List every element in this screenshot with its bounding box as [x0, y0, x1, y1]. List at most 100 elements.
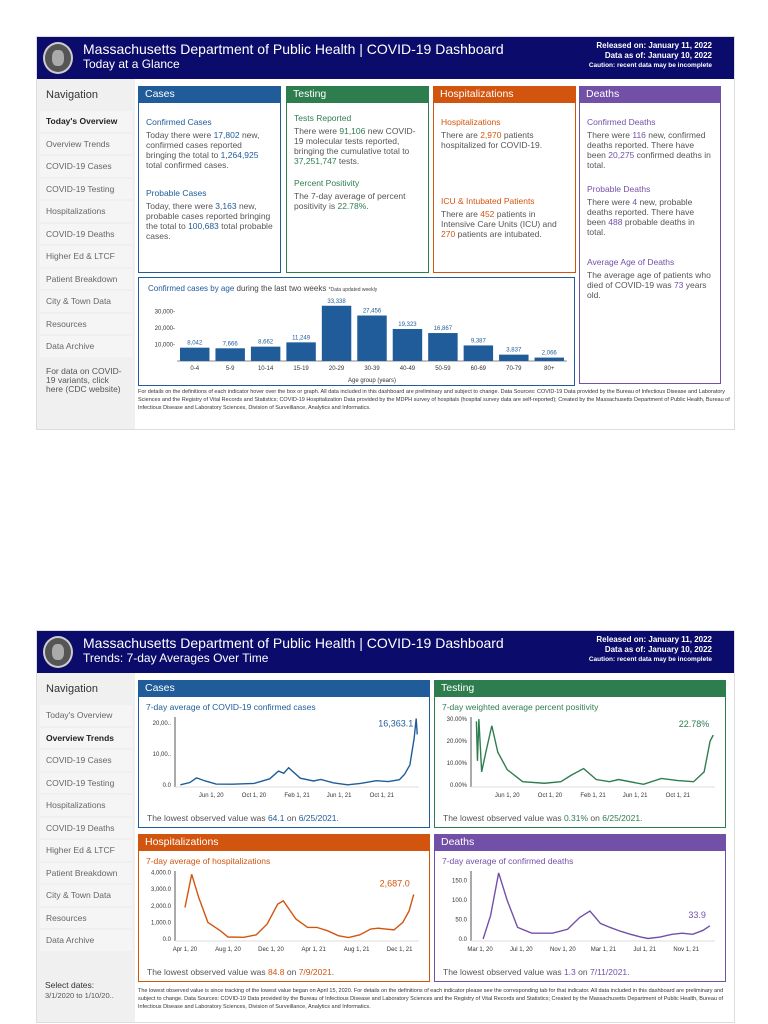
nav-resources[interactable]: Resources: [40, 907, 132, 928]
nav-data-archive[interactable]: Data Archive: [40, 336, 132, 357]
nav-covid-testing[interactable]: COVID-19 Testing: [40, 178, 132, 199]
bar-60-69: [463, 345, 494, 361]
y-tick-label: 0.0: [459, 937, 468, 943]
nav-hospitalizations[interactable]: Hospitalizations: [40, 201, 132, 222]
x-tick-label: Apr 1, 20: [173, 947, 198, 953]
bar-data-label: 33,338: [327, 299, 346, 305]
testing-trend-panel[interactable]: Testing 7-day weighted average percent p…: [434, 680, 726, 828]
hospitalizations-lowest-value-text: The lowest observed value was 84.8 on 7/…: [147, 967, 335, 977]
select-dates-label: Select dates:: [45, 980, 95, 990]
y-tick-label: 50.0: [455, 918, 467, 924]
bar-50-59: [428, 333, 458, 361]
series-line: [475, 719, 714, 786]
hospitalizations-trend-title: Hospitalizations: [139, 835, 429, 851]
deaths-trend-title: Deaths: [435, 835, 725, 851]
testing-chart-title: 7-day weighted average percent positivit…: [442, 702, 599, 712]
cases-line-chart: 0.0 10,00.. 20,00.. Jun 1, 20 Oct 1, 20 Feb 1…: [153, 717, 419, 799]
y-tick-label: 1,000.0: [151, 920, 172, 926]
x-tick-label: 70-79: [506, 366, 522, 372]
bar-data-label: 2,066: [542, 351, 558, 357]
hospitalizations-panel[interactable]: Hospitalizations Hospitalizations There …: [433, 86, 576, 273]
nav-hospitalizations[interactable]: Hospitalizations: [40, 795, 132, 816]
nav-covid-cases[interactable]: COVID-19 Cases: [40, 750, 132, 771]
nav-city-town-data[interactable]: City & Town Data: [40, 885, 132, 906]
nav-higher-ed-ltcf[interactable]: Higher Ed & LTCF: [40, 840, 132, 861]
nav-todays-overview[interactable]: Today's Overview: [40, 111, 132, 132]
hospitalizations-trend-panel[interactable]: Hospitalizations 7-day average of hospit…: [138, 834, 430, 982]
bar-data-label: 7,666: [223, 341, 239, 347]
footer-note: The lowest observed value is since track…: [138, 988, 724, 1010]
x-tick-label: Nov 1, 21: [673, 947, 699, 953]
header-title: Massachusetts Department of Public Healt…: [83, 41, 504, 57]
nav-higher-ed-ltcf[interactable]: Higher Ed & LTCF: [40, 246, 132, 267]
hospitalizations-text: There are 2,970 patients hospitalized fo…: [441, 130, 543, 150]
bar-40-49: [392, 328, 423, 361]
tests-reported-text: There were 91,106 new COVID-19 molecular…: [294, 126, 416, 166]
age-chart-title: Confirmed cases by age during the last t…: [148, 284, 378, 293]
select-dates-value[interactable]: 3/1/2020 to 1/10/20..: [45, 991, 114, 1000]
nav-overview-trends[interactable]: Overview Trends: [40, 133, 132, 154]
nav-covid-deaths[interactable]: COVID-19 Deaths: [40, 817, 132, 838]
nav-overview-trends[interactable]: Overview Trends: [40, 727, 132, 748]
y-tick-label: 2,000.0: [151, 904, 172, 910]
x-tick-label: Dec 1, 20: [258, 947, 284, 953]
y-tick-label: 4,000.0: [151, 871, 172, 877]
nav-data-archive[interactable]: Data Archive: [40, 930, 132, 951]
nav-patient-breakdown[interactable]: Patient Breakdown: [40, 268, 132, 289]
bar-5-9: [215, 348, 245, 361]
nav-covid-testing[interactable]: COVID-19 Testing: [40, 772, 132, 793]
age-chart-panel[interactable]: Confirmed cases by age during the last t…: [138, 277, 575, 386]
x-tick-label: 30-39: [364, 366, 380, 372]
x-tick-label: Oct 1, 20: [242, 793, 267, 799]
nav-todays-overview[interactable]: Today's Overview: [40, 705, 132, 726]
x-tick-label: Aug 1, 21: [344, 947, 370, 953]
header: Massachusetts Department of Public Healt…: [37, 631, 734, 673]
x-tick-label: Jun 1, 21: [327, 793, 352, 799]
tests-reported-heading: Tests Reported: [294, 113, 352, 123]
x-tick-label: Aug 1, 20: [215, 947, 241, 953]
navigation-sidebar: Navigation Today's Overview Overview Tre…: [37, 673, 135, 1022]
deaths-trend-panel[interactable]: Deaths 7-day average of confirmed deaths…: [434, 834, 726, 982]
probable-deaths-heading: Probable Deaths: [587, 184, 651, 194]
nav-covid-cases[interactable]: COVID-19 Cases: [40, 156, 132, 177]
y-tick-label: 20,000-: [155, 326, 175, 332]
x-tick-label: Jun 1, 20: [199, 793, 224, 799]
released-date: Released on: January 11, 2022: [596, 635, 712, 644]
nav-resources[interactable]: Resources: [40, 313, 132, 334]
bar-data-label: 9,387: [471, 338, 487, 344]
massachusetts-seal-logo: [43, 636, 73, 668]
variants-link[interactable]: For data on COVID-19 variants, click her…: [46, 365, 122, 394]
x-tick-label: 5-9: [226, 366, 235, 372]
bar-80+: [534, 357, 564, 361]
last-value-label: 16,363.1: [378, 718, 413, 728]
x-tick-label: 0-4: [190, 366, 199, 372]
caution-note: Caution: recent data may be incomplete: [588, 656, 712, 663]
hospitalizations-line-chart: 0.0 1,000.0 2,000.0 3,000.0 4,000.0 Apr 1, 20…: [151, 871, 419, 953]
y-tick-label: 10,000-: [155, 342, 175, 348]
header-title: Massachusetts Department of Public Healt…: [83, 635, 504, 651]
bar-10-14: [250, 346, 281, 361]
last-value-label: 22.78%: [679, 719, 710, 729]
nav-patient-breakdown[interactable]: Patient Breakdown: [40, 862, 132, 883]
cases-trend-panel[interactable]: Cases 7-day average of COVID-19 confirme…: [138, 680, 430, 828]
y-tick-label: 30,000-: [155, 309, 175, 315]
average-age-heading: Average Age of Deaths: [587, 257, 675, 267]
hospitalizations-heading: Hospitalizations: [441, 117, 501, 127]
nav-city-town-data[interactable]: City & Town Data: [40, 291, 132, 312]
series-line: [184, 874, 415, 939]
average-age-text: The average age of patients who died of …: [587, 270, 711, 300]
nav-covid-deaths[interactable]: COVID-19 Deaths: [40, 223, 132, 244]
dashboard-trends: Massachusetts Department of Public Healt…: [36, 630, 735, 1023]
testing-panel[interactable]: Testing Tests Reported There were 91,106…: [286, 86, 429, 273]
x-tick-label: 60-69: [471, 366, 487, 372]
x-tick-label: Feb 1, 21: [284, 793, 310, 799]
deaths-panel[interactable]: Deaths Confirmed Deaths There were 116 n…: [579, 86, 721, 384]
y-tick-label: 0.00%: [450, 783, 468, 789]
testing-trend-title: Testing: [435, 681, 725, 697]
cases-panel[interactable]: Cases Confirmed Cases Today there were 1…: [138, 86, 281, 273]
navigation-sidebar: Navigation Today's Overview Overview Tre…: [37, 79, 135, 429]
bar-data-label: 16,867: [434, 326, 453, 332]
y-tick-label: 20.00%: [447, 739, 468, 745]
confirmed-cases-heading: Confirmed Cases: [146, 117, 212, 127]
released-date: Released on: January 11, 2022: [596, 41, 712, 50]
